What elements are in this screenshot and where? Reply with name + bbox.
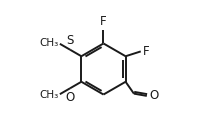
Text: F: F (142, 45, 149, 58)
Text: F: F (100, 15, 107, 28)
Text: CH₃: CH₃ (39, 38, 58, 48)
Text: O: O (66, 91, 75, 104)
Text: O: O (149, 89, 158, 102)
Text: CH₃: CH₃ (39, 90, 59, 100)
Text: S: S (66, 34, 74, 47)
